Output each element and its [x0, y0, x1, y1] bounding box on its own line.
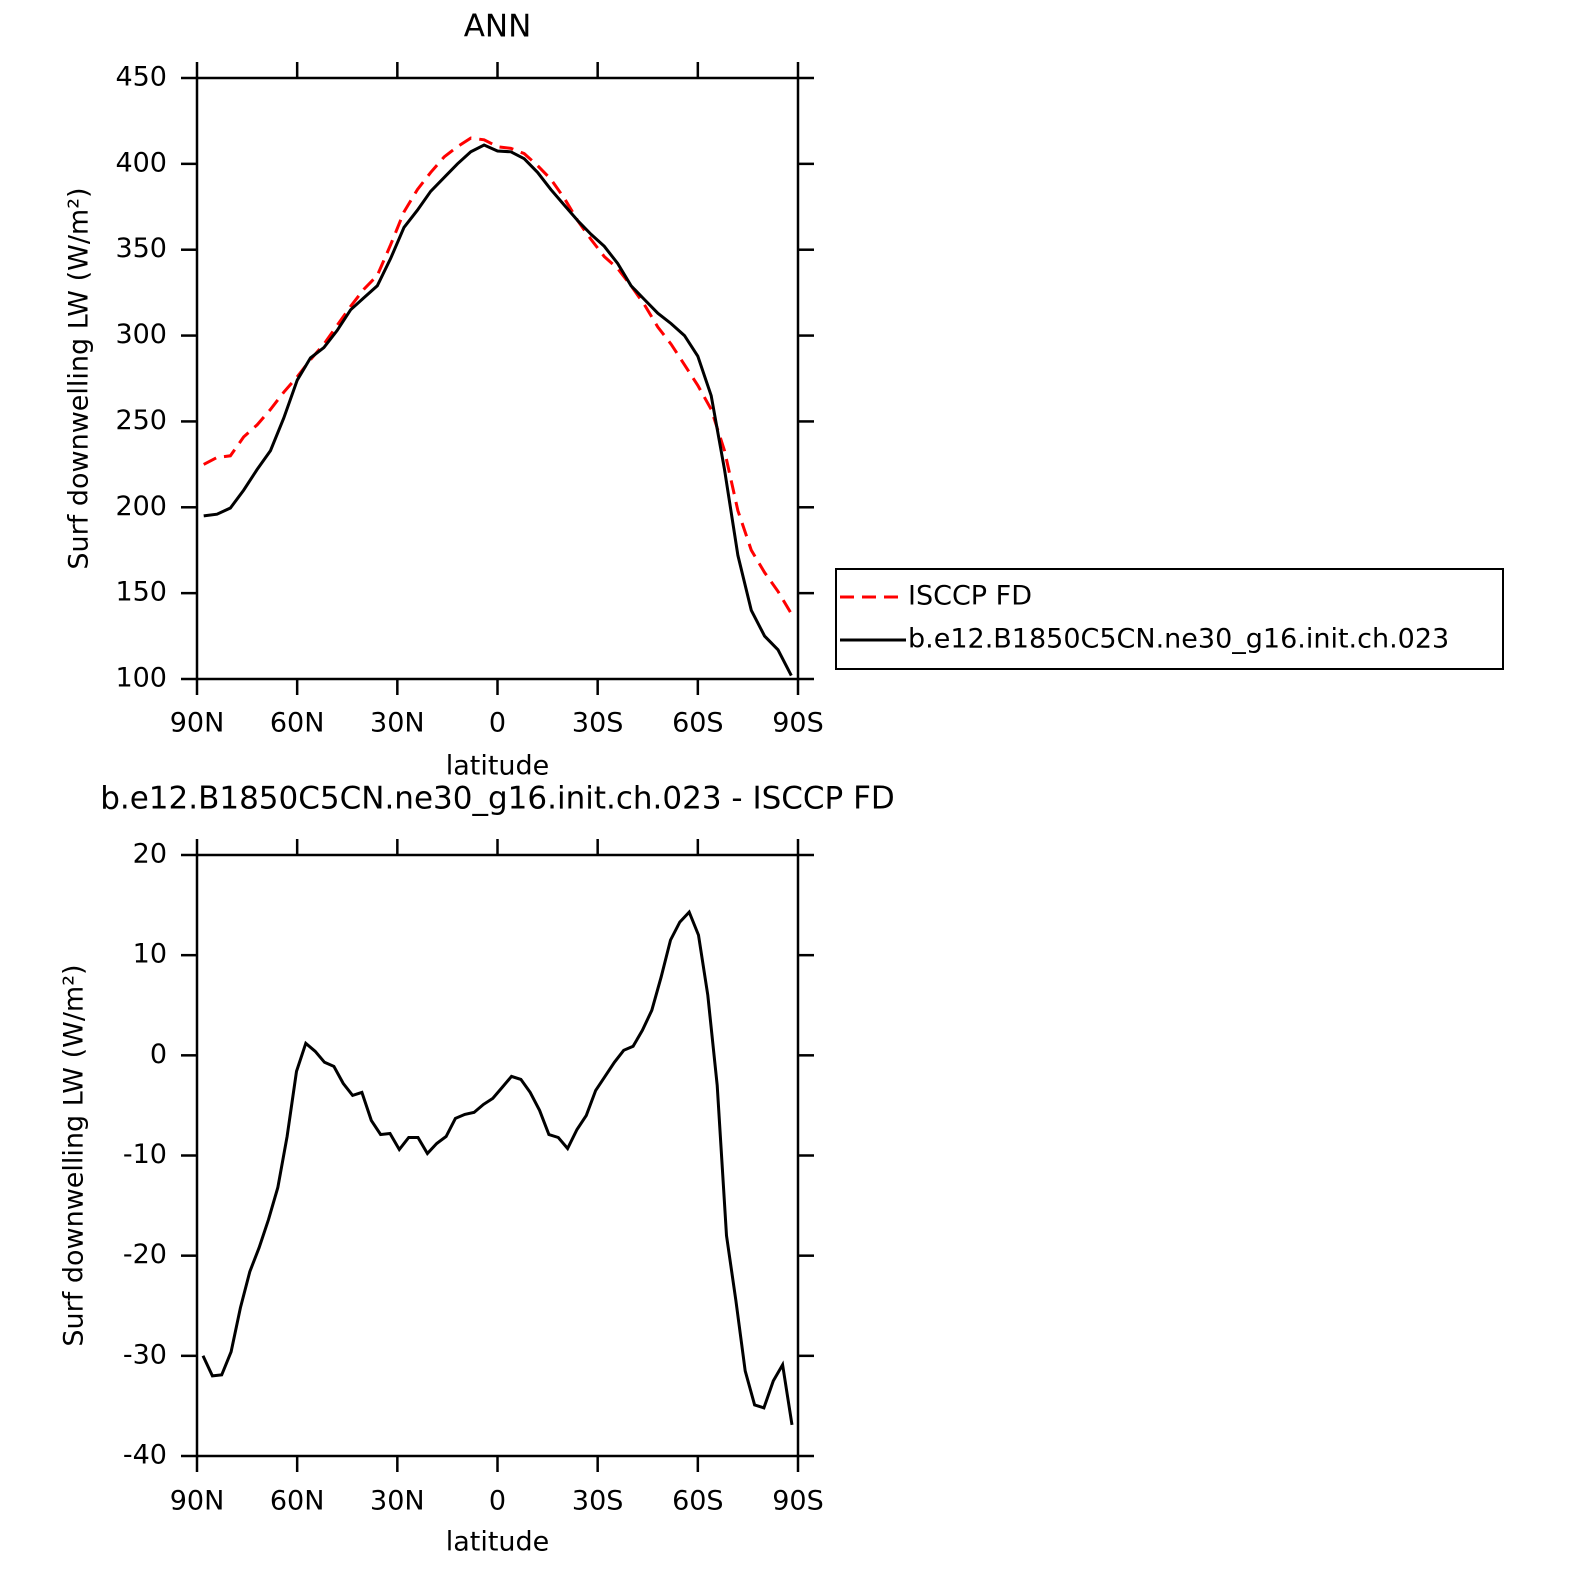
y-tick-label: 350	[115, 233, 167, 264]
x-tick-label: 0	[489, 708, 506, 739]
x-tick-label: 90S	[772, 1486, 824, 1517]
x-tick-label: 90S	[772, 708, 824, 739]
x-tick-label: 30N	[370, 1486, 425, 1517]
x-tick-label: 60S	[672, 1486, 724, 1517]
x-tick-label: 0	[489, 1486, 506, 1517]
y-tick-label: 150	[115, 577, 167, 608]
y-tick-label: 200	[115, 491, 167, 522]
series-line	[201, 909, 794, 1426]
y-tick-label: 0	[150, 1039, 167, 1070]
x-tick-label: 60S	[672, 708, 724, 739]
x-tick-label: 90N	[170, 708, 225, 739]
y-tick-label: 450	[115, 62, 167, 93]
y-tick-label: 100	[115, 663, 167, 694]
y-tick-label: 20	[133, 839, 167, 870]
chart-title: ANN	[464, 9, 532, 45]
y-tick-label: -30	[123, 1339, 167, 1370]
legend-box	[835, 568, 1504, 670]
x-axis-label: latitude	[446, 751, 550, 782]
plot-frame	[195, 76, 800, 681]
legend-label: ISCCP FD	[908, 581, 1032, 612]
y-tick-label: -40	[123, 1440, 167, 1471]
y-axis-label: Surf downwelling LW (W/m²)	[59, 964, 90, 1346]
y-tick-label: -20	[123, 1239, 167, 1270]
y-tick-label: 300	[115, 319, 167, 350]
x-axis-label: latitude	[446, 1527, 550, 1558]
y-tick-label: 400	[115, 147, 167, 178]
series-line	[203, 143, 793, 677]
y-axis-label: Surf downwelling LW (W/m²)	[64, 187, 95, 569]
x-tick-label: 30N	[370, 708, 425, 739]
plot-frame	[195, 853, 800, 1458]
y-tick-label: 250	[115, 405, 167, 436]
y-tick-label: -10	[123, 1139, 167, 1170]
x-tick-label: 30S	[572, 1486, 624, 1517]
y-tick-label: 10	[133, 939, 167, 970]
x-tick-label: 30S	[572, 708, 624, 739]
x-tick-label: 60N	[270, 1486, 325, 1517]
x-tick-label: 60N	[270, 708, 325, 739]
legend-label: b.e12.B1850C5CN.ne30_g16.init.ch.023	[908, 624, 1449, 655]
chart-title: b.e12.B1850C5CN.ne30_g16.init.ch.023 - I…	[100, 781, 895, 817]
x-tick-label: 90N	[170, 1486, 225, 1517]
